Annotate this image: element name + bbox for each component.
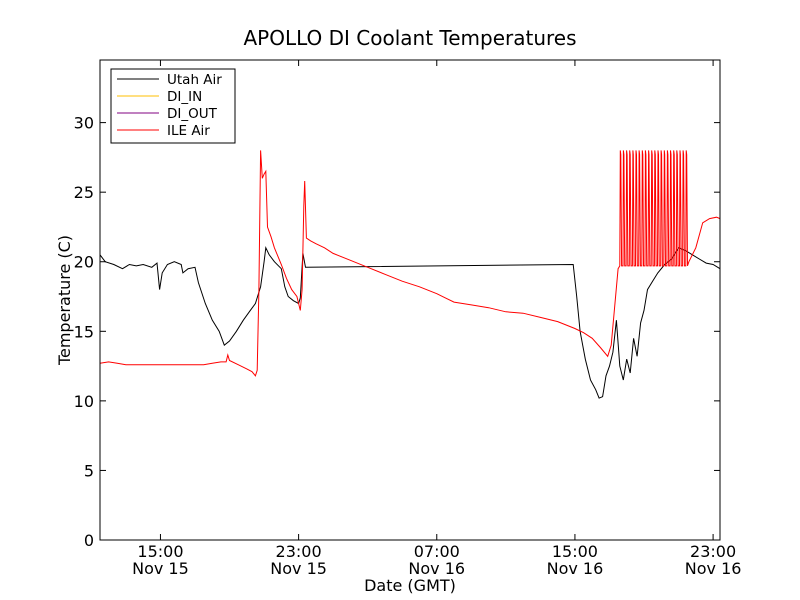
legend-label-di-in: DI_IN	[167, 89, 202, 105]
plot-frame	[99, 59, 721, 541]
y-tick-label: 15	[74, 322, 94, 341]
x-tick-label-date: Nov 16	[547, 559, 604, 578]
x-tick-label-date: Nov 16	[685, 559, 742, 578]
x-tick-label-time: 07:00	[414, 542, 460, 561]
series-line-utah-air	[99, 246, 721, 399]
x-tick-label-time: 23:00	[690, 542, 736, 561]
y-tick-label: 20	[74, 253, 94, 272]
y-tick-label: 10	[74, 392, 94, 411]
x-axis-label: Date (GMT)	[364, 576, 456, 595]
legend-label-ile-air: ILE Air	[167, 123, 210, 139]
y-axis-label: Temperature (C)	[55, 235, 74, 366]
x-tick-label-time: 23:00	[276, 542, 322, 561]
y-tick-label: 0	[84, 531, 94, 550]
y-tick-label: 25	[74, 183, 94, 202]
x-tick-label-time: 15:00	[552, 542, 598, 561]
y-tick-label: 5	[84, 461, 94, 480]
legend-label-di-out: DI_OUT	[167, 106, 218, 122]
legend-box	[110, 68, 236, 144]
x-tick-label-date: Nov 15	[270, 559, 327, 578]
legend: Utah Air DI_IN DI_OUT ILE Air	[110, 68, 236, 144]
x-tick-label-date: Nov 16	[408, 559, 465, 578]
x-tick-label-date: Nov 15	[132, 559, 189, 578]
y-tick-label: 30	[74, 114, 94, 133]
series-layer	[99, 150, 721, 399]
x-tick-label-time: 15:00	[137, 542, 183, 561]
legend-label-utah-air: Utah Air	[167, 72, 222, 88]
chart-title: APOLLO DI Coolant Temperatures	[243, 26, 576, 50]
series-line-ile-air	[99, 150, 721, 377]
